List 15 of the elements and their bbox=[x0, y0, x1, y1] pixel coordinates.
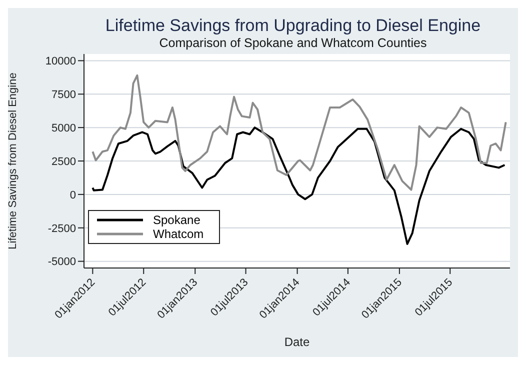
chart-subtitle: Comparison of Spokane and Whatcom Counties bbox=[158, 36, 428, 50]
y-tick-label: 10000 bbox=[45, 56, 76, 68]
y-tick-label: -2500 bbox=[48, 222, 76, 235]
y-tick-label: 5000 bbox=[52, 122, 76, 134]
legend-label: Spokane bbox=[153, 213, 200, 227]
y-tick-label: 7500 bbox=[52, 89, 76, 102]
legend-label: Whatcom bbox=[153, 227, 204, 241]
line-series bbox=[92, 74, 507, 191]
y-tick-label: -5000 bbox=[48, 256, 76, 268]
y-tick-label: 0 bbox=[70, 189, 76, 202]
y-axis-title: Lifetime Savings from Diesel Engine bbox=[6, 72, 19, 250]
y-tick-label: 2500 bbox=[52, 156, 76, 168]
x-axis-title: Date bbox=[284, 335, 310, 349]
chart-title: Lifetime Savings from Upgrading to Diesel Engine bbox=[104, 15, 482, 36]
line-series bbox=[92, 126, 506, 245]
